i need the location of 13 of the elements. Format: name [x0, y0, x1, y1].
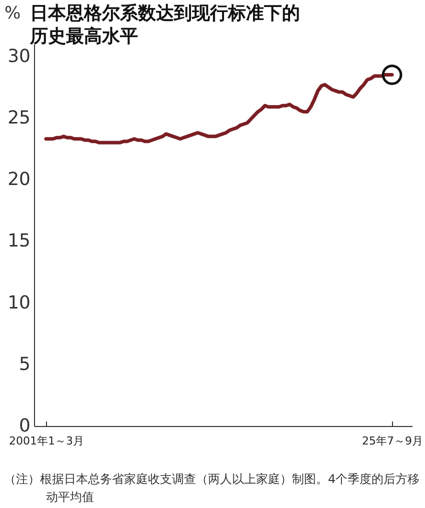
y-tick-label: 15 [8, 230, 30, 252]
y-tick-label: 25 [8, 107, 30, 128]
y-tick-label: 0 [19, 416, 30, 436]
y-tick-label: 10 [8, 292, 30, 314]
x-tick-label: 25年7～9月 [362, 434, 424, 448]
y-tick-label: 5 [19, 354, 30, 375]
x-tick-label: 2001年1～3月 [9, 434, 84, 448]
chart-title: 日本恩格尔系数达到现行标准下的历史最高水平 [30, 2, 301, 48]
y-axis-title: % [4, 4, 21, 24]
y-tick-label: 30 [8, 46, 30, 67]
text: （注）根据日本总务省家庭收支调查（两人以上家庭）制图。4个季度的后方移动平均值 [4, 471, 421, 506]
line-series [44, 73, 394, 144]
y-tick-label: 20 [8, 169, 30, 190]
